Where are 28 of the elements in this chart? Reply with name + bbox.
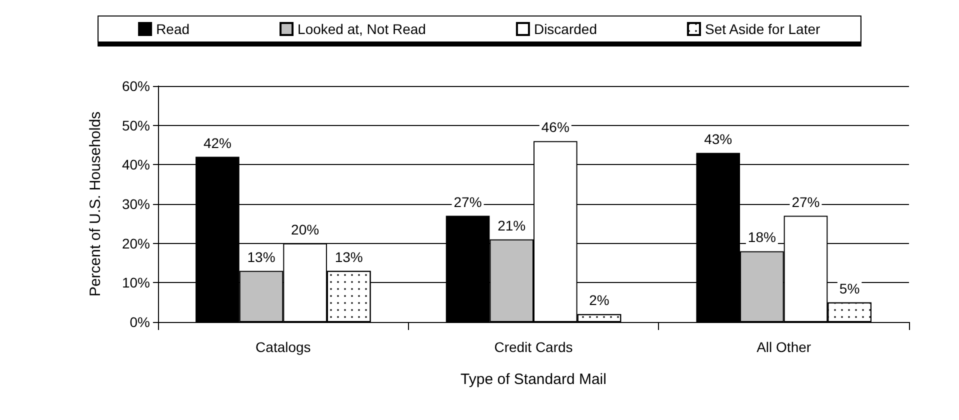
y-tick-label: 10% — [122, 274, 150, 291]
y-tick-label: 20% — [122, 235, 150, 252]
data-label: 13% — [334, 248, 363, 265]
y-tick-label: 40% — [122, 156, 150, 173]
data-label: 43% — [704, 130, 732, 147]
y-axis-title: Percent of U.S. Households — [87, 111, 104, 297]
data-label: 20% — [291, 221, 320, 238]
y-tick-label: 0% — [130, 314, 150, 330]
data-label: 21% — [498, 217, 526, 234]
x-tick-label: Credit Cards — [494, 339, 573, 355]
legend-label: Discarded — [534, 21, 597, 37]
y-tick-label: 60% — [122, 78, 150, 94]
data-label: 18% — [748, 229, 776, 246]
data-label: 46% — [541, 119, 570, 136]
y-tick-label: 50% — [122, 117, 150, 134]
data-label: 13% — [247, 248, 276, 265]
legend-label: Set Aside for Later — [704, 21, 820, 37]
data-label: 42% — [203, 134, 232, 151]
data-label: 2% — [589, 292, 610, 308]
data-label: 5% — [839, 280, 860, 296]
data-label: 27% — [792, 194, 820, 210]
x-tick-label: All Other — [756, 339, 812, 355]
x-axis-title: Type of Standard Mail — [460, 371, 606, 388]
y-tick-label: 30% — [122, 196, 150, 212]
data-label: 27% — [454, 194, 482, 210]
x-tick-label: Catalogs — [256, 339, 311, 355]
legend-label: Read — [156, 21, 190, 37]
legend-label: Looked at, Not Read — [298, 21, 426, 37]
